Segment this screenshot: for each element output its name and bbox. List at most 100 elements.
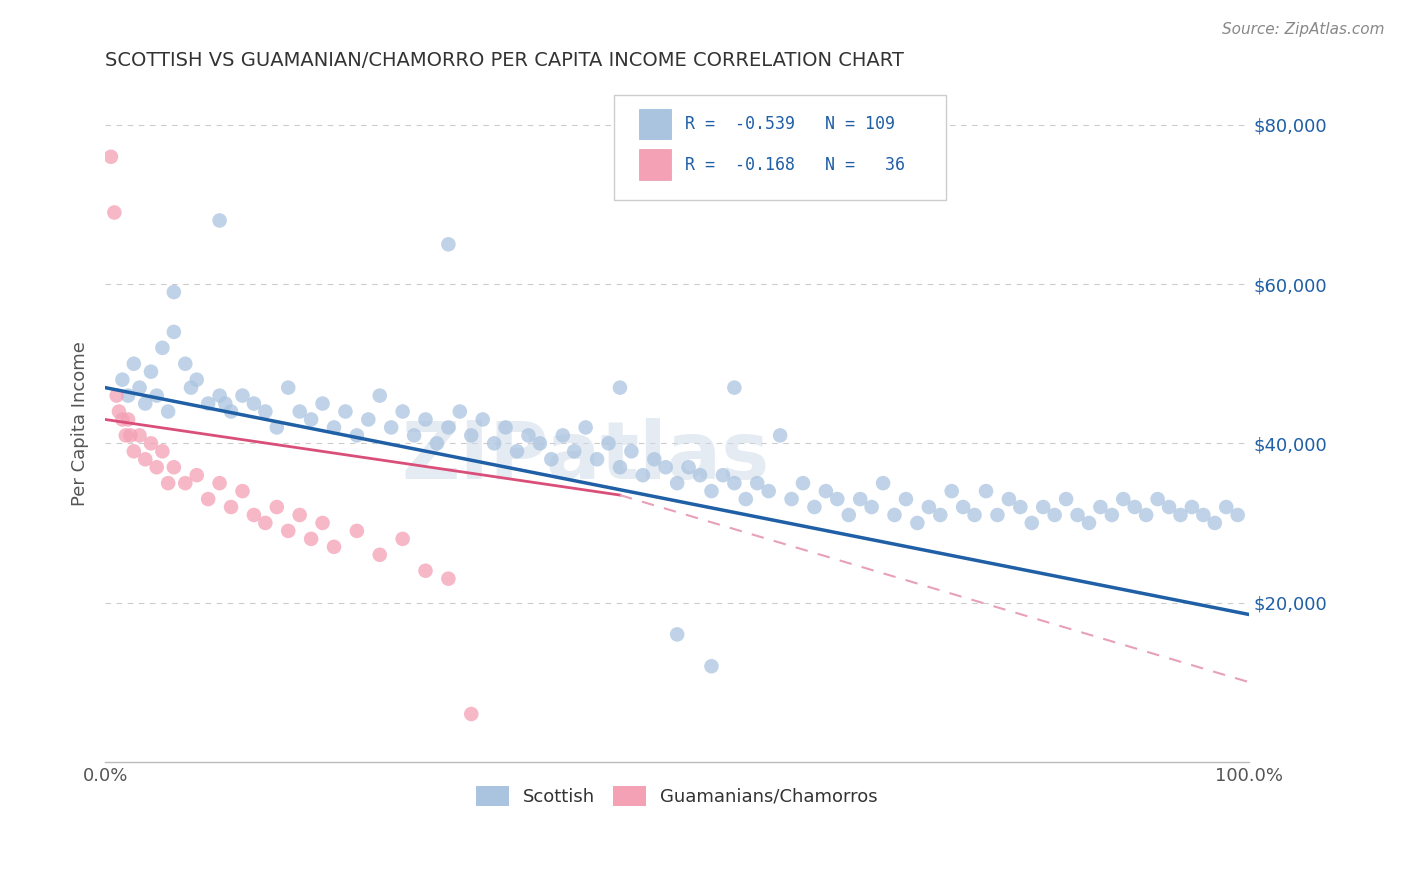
Point	[437, 572, 460, 586]
Point	[1123, 500, 1146, 514]
Point	[1043, 508, 1066, 522]
Point	[1157, 500, 1180, 514]
Point	[723, 381, 745, 395]
Point	[197, 491, 219, 506]
Point	[540, 452, 562, 467]
Point	[758, 484, 780, 499]
Point	[1170, 508, 1192, 522]
Point	[1112, 491, 1135, 506]
Point	[1226, 508, 1249, 522]
Point	[299, 412, 322, 426]
Point	[1204, 516, 1226, 530]
Point	[311, 516, 333, 530]
Point	[460, 706, 482, 721]
Y-axis label: Per Capita Income: Per Capita Income	[72, 341, 89, 506]
Point	[449, 404, 471, 418]
Point	[174, 357, 197, 371]
Point	[482, 436, 505, 450]
Point	[711, 468, 734, 483]
FancyBboxPatch shape	[640, 109, 672, 139]
Point	[266, 500, 288, 514]
Point	[186, 468, 208, 483]
Point	[323, 420, 346, 434]
Point	[288, 404, 311, 418]
Point	[197, 396, 219, 410]
Point	[231, 388, 253, 402]
Point	[529, 436, 551, 450]
Point	[1032, 500, 1054, 514]
Point	[700, 484, 723, 499]
Point	[780, 491, 803, 506]
Point	[941, 484, 963, 499]
Point	[654, 460, 676, 475]
Point	[769, 428, 792, 442]
Point	[152, 341, 174, 355]
Point	[231, 484, 253, 499]
Point	[814, 484, 837, 499]
Point	[214, 396, 236, 410]
Point	[609, 460, 631, 475]
Point	[471, 412, 494, 426]
Point	[117, 412, 139, 426]
Point	[598, 436, 620, 450]
Point	[335, 404, 357, 418]
Point	[1215, 500, 1237, 514]
Point	[208, 213, 231, 227]
Point	[860, 500, 883, 514]
Point	[391, 532, 413, 546]
Point	[1192, 508, 1215, 522]
Point	[415, 564, 437, 578]
Point	[180, 381, 202, 395]
Point	[111, 373, 134, 387]
Legend: Scottish, Guamanians/Chamorros: Scottish, Guamanians/Chamorros	[470, 779, 886, 814]
Point	[460, 428, 482, 442]
Point	[346, 428, 368, 442]
Point	[1066, 508, 1088, 522]
Point	[918, 500, 941, 514]
Point	[357, 412, 380, 426]
Point	[1090, 500, 1112, 514]
Point	[134, 452, 156, 467]
Point	[1078, 516, 1101, 530]
Point	[872, 476, 894, 491]
Point	[111, 412, 134, 426]
Point	[437, 420, 460, 434]
Point	[609, 381, 631, 395]
Point	[100, 150, 122, 164]
Point	[974, 484, 997, 499]
FancyBboxPatch shape	[640, 149, 672, 180]
Point	[792, 476, 814, 491]
Point	[391, 404, 413, 418]
Point	[145, 460, 167, 475]
Point	[139, 365, 162, 379]
Point	[346, 524, 368, 538]
Point	[905, 516, 928, 530]
Point	[404, 428, 426, 442]
Point	[208, 388, 231, 402]
Point	[734, 491, 756, 506]
FancyBboxPatch shape	[614, 95, 946, 200]
Point	[506, 444, 529, 458]
Point	[1021, 516, 1043, 530]
Point	[254, 516, 277, 530]
Point	[894, 491, 917, 506]
Point	[678, 460, 700, 475]
Point	[551, 428, 574, 442]
Text: Source: ZipAtlas.com: Source: ZipAtlas.com	[1222, 22, 1385, 37]
Point	[517, 428, 540, 442]
Point	[277, 524, 299, 538]
Point	[998, 491, 1021, 506]
Point	[243, 396, 266, 410]
Point	[186, 373, 208, 387]
Point	[128, 381, 150, 395]
Point	[827, 491, 849, 506]
Point	[666, 476, 689, 491]
Point	[1181, 500, 1204, 514]
Point	[1146, 491, 1168, 506]
Point	[163, 460, 186, 475]
Point	[666, 627, 689, 641]
Point	[1135, 508, 1157, 522]
Point	[323, 540, 346, 554]
Point	[163, 325, 186, 339]
Point	[152, 444, 174, 458]
